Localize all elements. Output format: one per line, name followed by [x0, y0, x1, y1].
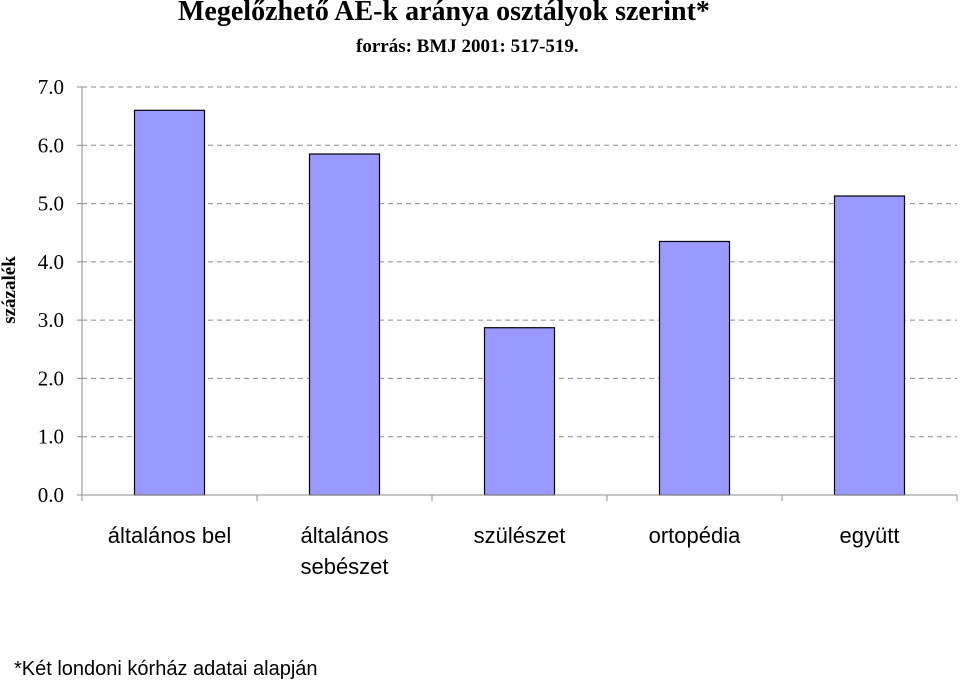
x-tick-label: általános bel	[108, 523, 232, 548]
bar-chart: 0.0 1.0 2.0 3.0 4.0 5.0 6.0 7.0 általános bel ált…	[38, 75, 958, 579]
bar	[833, 195, 906, 496]
y-tick-label: 0.0	[38, 483, 64, 507]
x-tick-label: ortopédia	[649, 523, 742, 548]
y-tick-label: 7.0	[38, 75, 64, 99]
y-tick-label: 1.0	[38, 425, 64, 449]
y-tick-label: 2.0	[38, 366, 64, 390]
footnote: *Két londoni kórház adatai alapján	[14, 658, 318, 680]
y-tick-label: 6.0	[38, 133, 64, 157]
bar	[133, 109, 206, 496]
x-tick-label: együtt	[840, 523, 900, 548]
chart-subtitle: forrás: BMJ 2001: 517-519.	[356, 36, 579, 57]
y-tick-label: 5.0	[38, 192, 64, 216]
chart-title: Megelőzhető AE-k aránya osztályok szerin…	[178, 0, 710, 27]
y-tick-label: 3.0	[38, 308, 64, 332]
bar	[658, 240, 731, 496]
bar	[308, 153, 381, 496]
x-tick-label: általános sebészet	[300, 523, 388, 579]
bar	[483, 327, 556, 496]
x-tick-label: szülészet	[474, 523, 566, 548]
y-tick-label: 4.0	[38, 250, 64, 274]
